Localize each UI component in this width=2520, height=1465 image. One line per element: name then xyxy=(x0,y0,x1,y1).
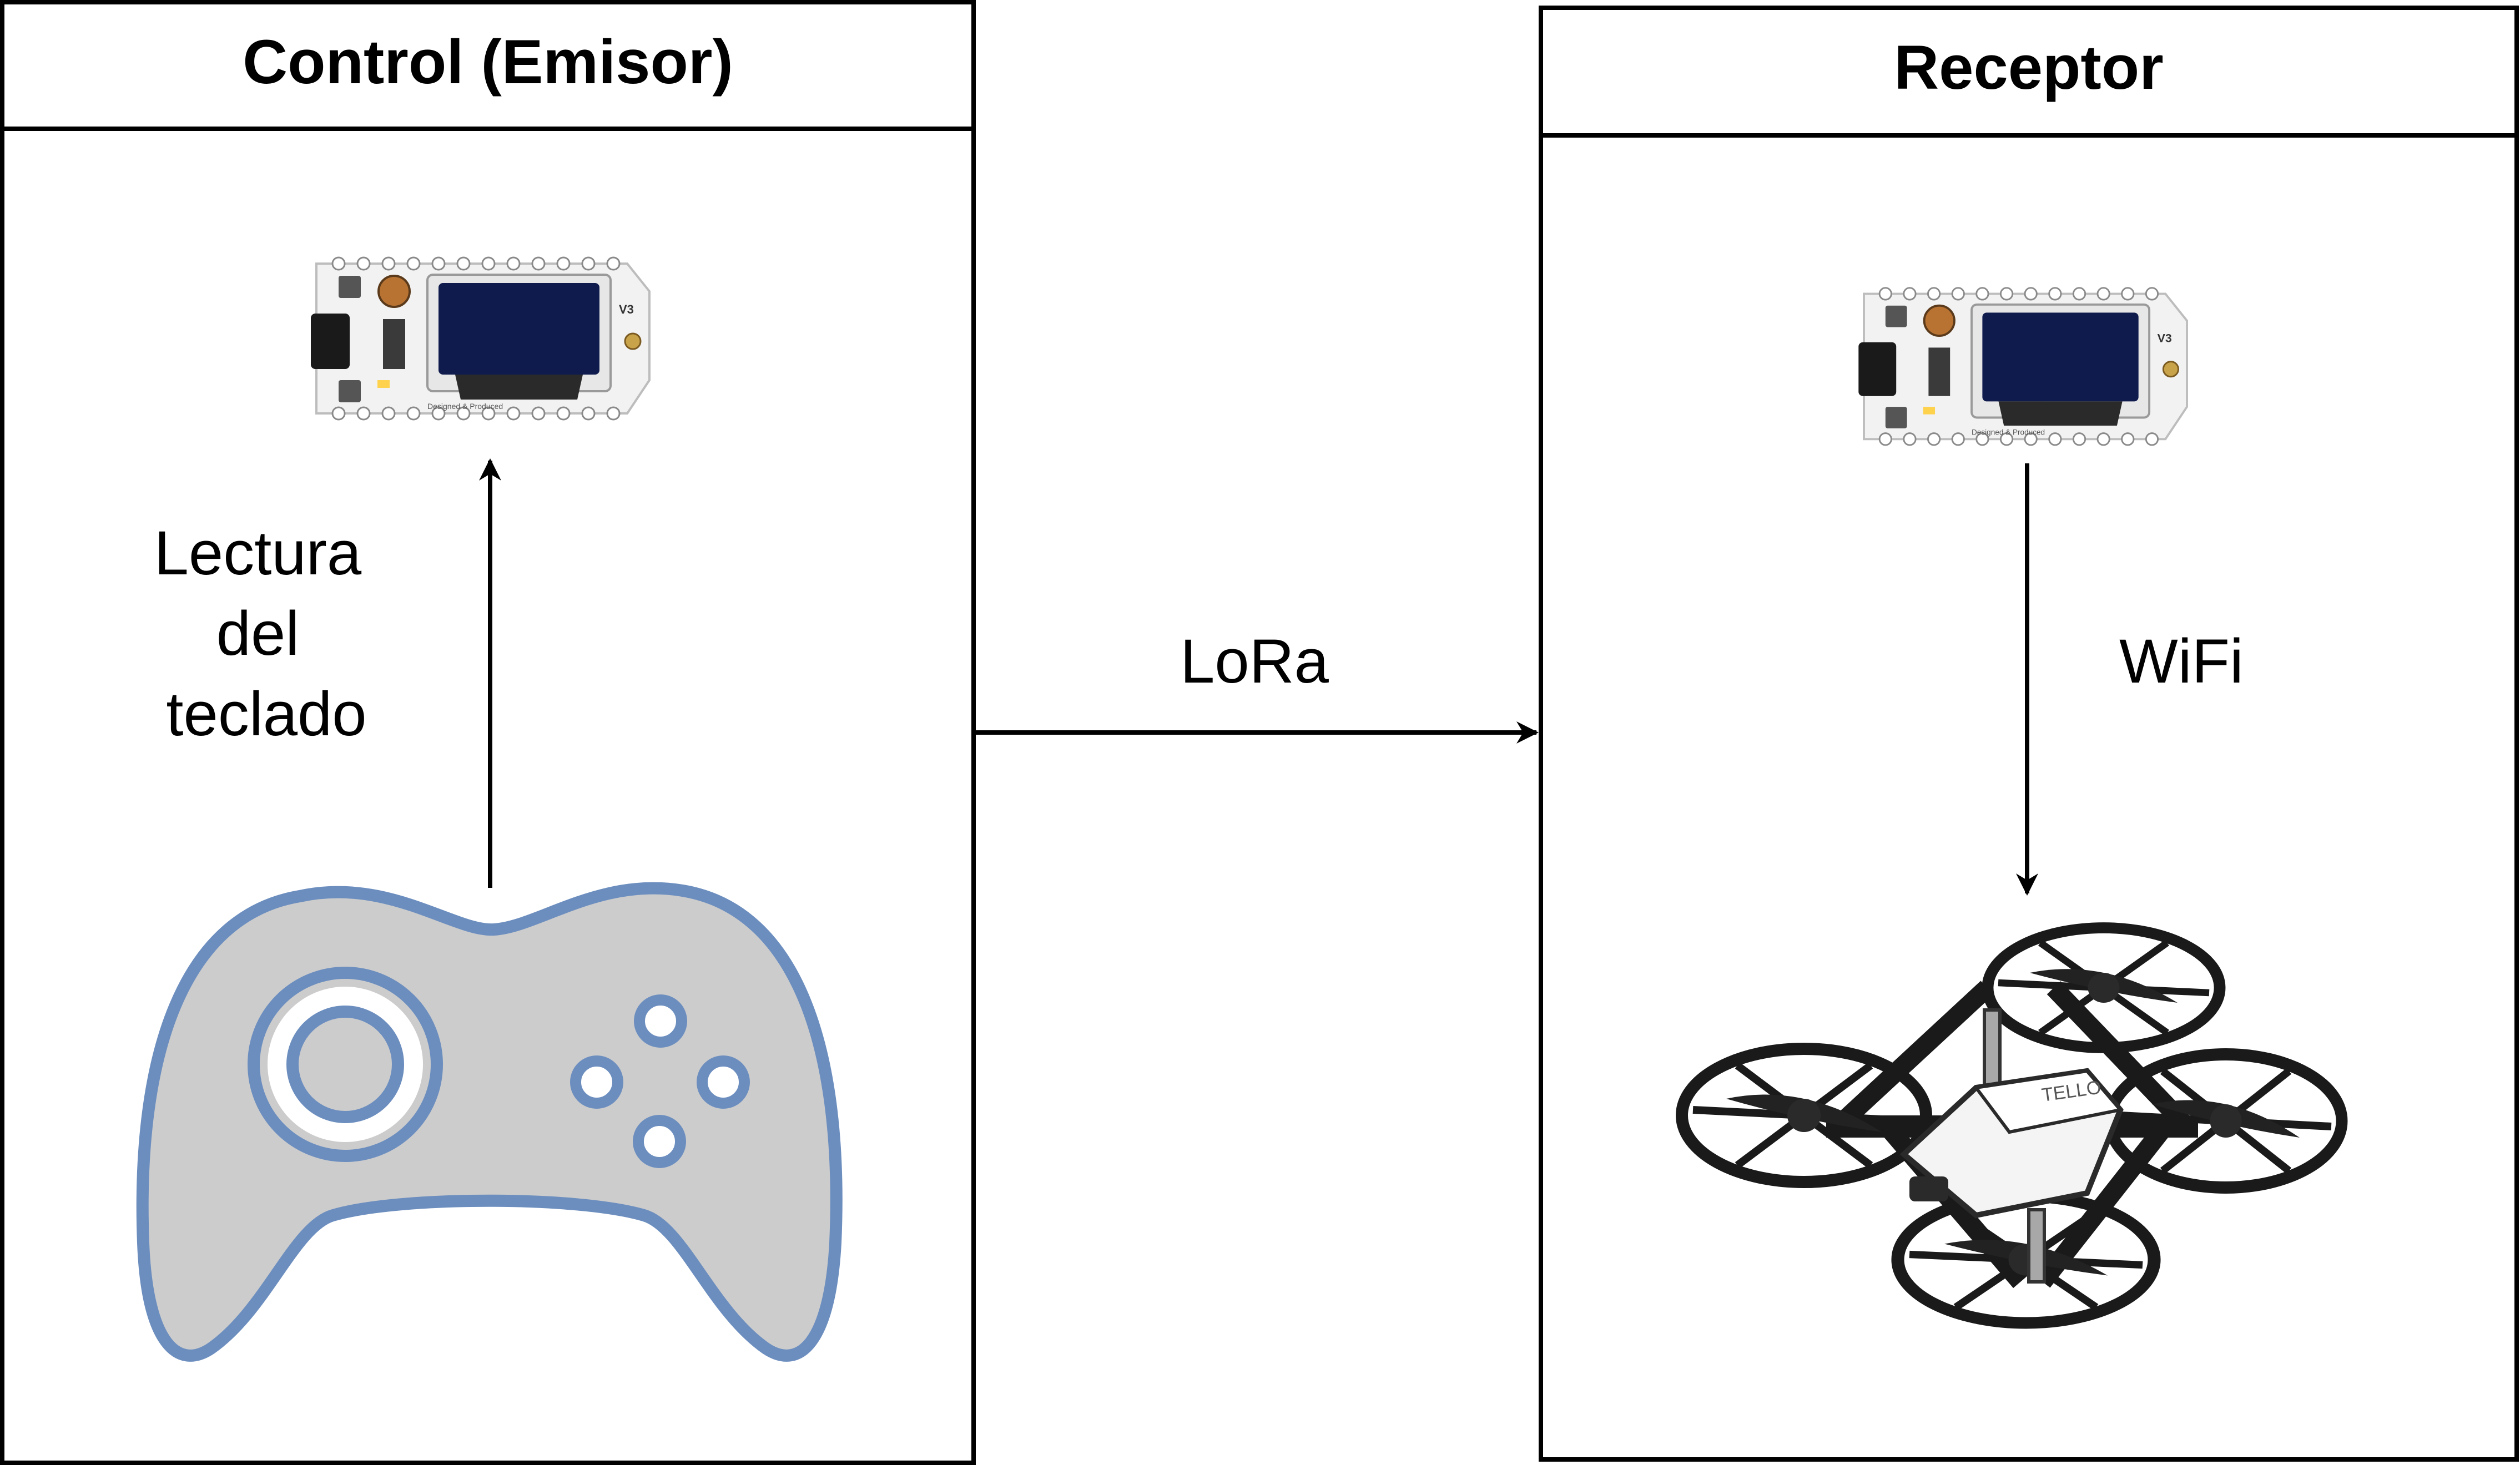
emitter-title: Control (Emisor) xyxy=(243,27,733,97)
keyboard-read-label: Lectura del teclado xyxy=(154,518,379,749)
drone-image: TELLO xyxy=(1682,928,2342,1323)
receiver-title: Receptor xyxy=(1894,33,2163,102)
lora-link-label: LoRa xyxy=(1180,627,1329,696)
wifi-link-label: WiFi xyxy=(2119,627,2244,696)
gamepad-icon xyxy=(136,882,843,1362)
keyboard-read-label-line-1: Lectura xyxy=(154,518,362,588)
receiver-lora-board xyxy=(1857,286,2188,446)
keyboard-read-label-line-2: del xyxy=(216,599,299,668)
emitter-lora-board xyxy=(310,256,651,421)
keyboard-read-label-line-3: teclado xyxy=(166,679,366,749)
